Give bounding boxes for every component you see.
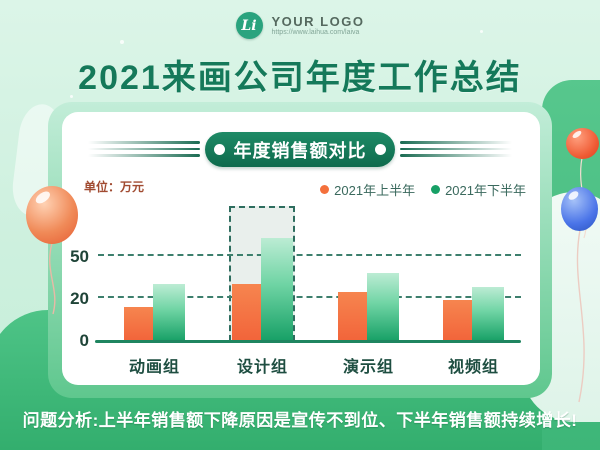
chart-legend: 2021年上半年 2021年下半年 [320,180,526,199]
bar-2021年下半年-设计组 [261,238,293,341]
section-title: 年度销售额对比 [233,140,367,161]
bar-2021年下半年-动画组 [153,284,185,341]
gridline-20 [98,296,521,298]
gridline-50 [98,254,521,256]
category-label-视频组: 视频组 [447,359,499,376]
logo-name: YOUR LOGO [271,13,365,29]
logo: Li YOUR LOGO https://www.laihua.com/laiv… [0,12,600,39]
legend-dot-green-icon [431,185,441,194]
bar-group-演示组 [338,273,399,341]
bar-2021年下半年-视频组 [472,287,504,341]
bar-2021年上半年-动画组 [124,307,153,341]
section-title-pill: 年度销售额对比 [205,132,395,167]
decorative-rules-left [88,141,200,157]
legend-item-second-half: 2021年下半年 [431,180,526,199]
category-label-设计组: 设计组 [236,359,288,376]
bar-2021年上半年-视频组 [443,300,472,341]
pill-dot-right-icon [375,144,386,155]
decorative-rules-right [400,141,512,157]
legend-label: 2021年上半年 [334,183,416,198]
logo-monogram-icon: Li [235,12,263,39]
sparkle-dot [480,30,483,33]
plot-area: 0 20 50 动画组 设计组 演示组 视频组 [70,206,521,376]
y-tick-50: 50 [70,247,89,266]
bar-group-视频组 [443,287,504,341]
analysis-banner: 问题分析:上半年销售额下降原因是宣传不到位、下半年销售额持续增长! [22,411,578,430]
logo-url: https://www.laihua.com/laiva [271,28,360,36]
category-label-动画组: 动画组 [128,359,180,376]
chart-card: 年度销售额对比 单位：万元 2021年上半年 2021年下半年 0 20 50 动画组… [62,112,540,385]
page-title: 2021来画公司年度工作总结 [78,59,522,97]
bar-group-设计组 [232,238,293,341]
bar-2021年下半年-演示组 [367,273,399,341]
legend-item-first-half: 2021年上半年 [320,180,415,199]
bar-2021年上半年-演示组 [338,292,367,341]
y-tick-20: 20 [70,289,89,308]
bar-2021年上半年-设计组 [232,284,261,341]
unit-label: 单位：万元 [84,180,145,194]
bar-group-动画组 [124,284,185,341]
category-label-演示组: 演示组 [342,359,394,376]
pill-dot-left-icon [214,144,225,155]
x-axis-line [95,340,521,343]
blue-balloon-icon [561,187,598,231]
orange-balloon-icon [26,186,78,244]
y-tick-0: 0 [79,331,89,350]
legend-dot-orange-icon [320,185,330,194]
sparkle-dot [70,95,73,98]
sparkle-dot [120,40,124,44]
legend-label: 2021年下半年 [445,183,526,198]
red-balloon-icon [566,128,599,159]
